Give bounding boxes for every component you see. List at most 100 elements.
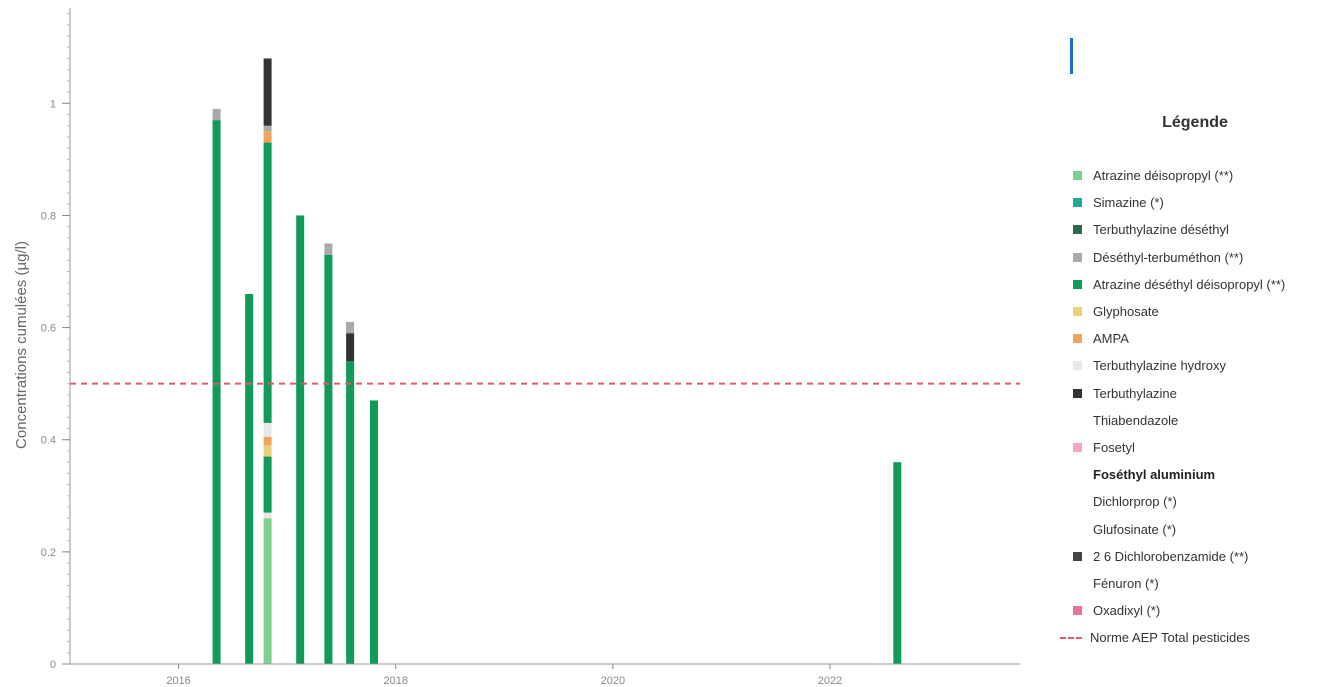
legend-swatch	[1073, 198, 1082, 208]
bar-segment[interactable]	[370, 400, 378, 664]
legend-item[interactable]: Foséthyl aluminium	[1060, 461, 1285, 488]
bar-segment[interactable]	[263, 142, 272, 423]
bar-segment[interactable]	[263, 58, 272, 126]
bar-segment[interactable]	[346, 361, 355, 664]
x-tick-label: 2018	[383, 675, 407, 687]
bar-segment[interactable]	[324, 254, 333, 664]
legend-swatch	[1073, 442, 1082, 452]
legend-swatch	[1073, 497, 1082, 506]
y-ticks: 0 0.2 0.4 0.6 0.8 1	[41, 98, 70, 671]
legend-swatch	[1073, 388, 1082, 398]
legend-item[interactable]: Atrazine déisopropyl (**)	[1060, 162, 1285, 189]
bar-segment[interactable]	[245, 293, 254, 664]
x-ticks: 2016 2018 2020 2022	[166, 664, 842, 687]
legend-swatch	[1073, 416, 1082, 425]
bar-segment[interactable]	[263, 512, 272, 519]
bar[interactable]	[893, 462, 902, 664]
legend-label: Simazine (*)	[1093, 195, 1164, 211]
x-tick-label: 2022	[818, 675, 842, 687]
legend-label: Dichlorprop (*)	[1093, 494, 1177, 510]
legend-swatch	[1073, 606, 1082, 616]
bar[interactable]	[324, 243, 333, 664]
bar-segment[interactable]	[263, 518, 272, 664]
legend-list: Atrazine déisopropyl (**) Simazine (*) Ter…	[1060, 162, 1285, 651]
legend-title: Légende	[1162, 114, 1228, 131]
bar-segment[interactable]	[296, 215, 305, 664]
legend-item[interactable]: Fosetyl	[1060, 434, 1285, 461]
bar[interactable]	[263, 58, 272, 664]
y-tick-label: 1	[50, 98, 56, 110]
bar-segment[interactable]	[263, 445, 272, 457]
bar[interactable]	[296, 215, 305, 664]
bar-segment[interactable]	[263, 125, 272, 132]
y-tick-label: 0.6	[41, 323, 56, 335]
legend-swatch	[1073, 252, 1082, 262]
y-axis-title: Concentrations cumulées (µg/l)	[13, 241, 30, 449]
legend-label: Fosetyl	[1093, 439, 1135, 455]
legend-item[interactable]: Oxadixyl (*)	[1060, 597, 1285, 624]
legend-item[interactable]: Glyphosate	[1060, 298, 1285, 325]
legend-item[interactable]: 2 6 Dichlorobenzamide (**)	[1060, 543, 1285, 570]
legend-label: Terbuthylazine hydroxy	[1093, 358, 1226, 374]
bar[interactable]	[370, 400, 378, 664]
legend-label: Foséthyl aluminium	[1093, 467, 1216, 483]
bar-segment[interactable]	[212, 108, 221, 121]
legend-item[interactable]: Simazine (*)	[1060, 189, 1285, 216]
legend-swatch	[1073, 525, 1082, 534]
legend-item[interactable]: Terbuthylazine déséthyl	[1060, 216, 1285, 243]
bar[interactable]	[346, 321, 355, 664]
y-tick-label: 0	[50, 659, 56, 671]
legend-label: Terbuthylazine déséthyl	[1093, 222, 1229, 238]
legend-label: Atrazine déisopropyl (**)	[1093, 168, 1234, 184]
y-tick-label: 0.4	[41, 435, 56, 447]
legend-label: Oxadixyl (*)	[1093, 603, 1161, 619]
legend-swatch	[1073, 579, 1082, 588]
legend-item[interactable]: Thiabendazole	[1060, 407, 1285, 434]
bar-segment[interactable]	[263, 422, 272, 437]
legend-label: Atrazine déséthyl déisopropyl (**)	[1093, 276, 1286, 292]
legend-swatch	[1073, 334, 1082, 344]
legend-item[interactable]: AMPA	[1060, 325, 1285, 352]
legend-item[interactable]: Déséthyl-terbuméthon (**)	[1060, 244, 1285, 271]
legend-accent-bar	[1070, 38, 1073, 74]
bar-segment[interactable]	[263, 456, 272, 513]
legend-item-threshold[interactable]: Norme AEP Total pesticides	[1060, 624, 1285, 651]
bars-layer	[212, 58, 902, 665]
legend-swatch	[1073, 551, 1082, 561]
legend-swatch	[1073, 171, 1082, 181]
bar-segment[interactable]	[263, 131, 272, 143]
y-tick-label: 0.8	[41, 210, 56, 222]
legend-label: Thiabendazole	[1093, 412, 1179, 428]
bar-segment[interactable]	[346, 321, 355, 334]
legend-item[interactable]: Glufosinate (*)	[1060, 515, 1285, 542]
legend-label: Glyphosate	[1093, 304, 1159, 320]
legend-swatch	[1073, 361, 1082, 371]
legend-item[interactable]: Terbuthylazine	[1060, 380, 1285, 407]
legend: Légende Atrazine déisopropyl (**) Simazin…	[1060, 30, 1330, 660]
legend-label: Fénuron (*)	[1093, 575, 1159, 591]
bar-segment[interactable]	[263, 436, 272, 446]
legend-swatch	[1073, 225, 1082, 235]
legend-swatch	[1073, 279, 1082, 289]
legend-label: Déséthyl-terbuméthon (**)	[1093, 249, 1244, 265]
bar-segment[interactable]	[893, 462, 902, 664]
legend-label: AMPA	[1093, 331, 1129, 347]
x-tick-label: 2020	[601, 675, 625, 687]
bar-segment[interactable]	[346, 333, 355, 362]
legend-item[interactable]: Fénuron (*)	[1060, 570, 1285, 597]
legend-swatch	[1073, 307, 1082, 317]
bar-segment[interactable]	[324, 243, 333, 255]
bar[interactable]	[245, 293, 254, 664]
legend-item[interactable]: Atrazine déséthyl déisopropyl (**)	[1060, 271, 1285, 298]
bar-segment[interactable]	[212, 120, 221, 665]
bar[interactable]	[212, 108, 221, 665]
legend-label: 2 6 Dichlorobenzamide (**)	[1093, 548, 1249, 564]
legend-item[interactable]: Terbuthylazine hydroxy	[1060, 352, 1285, 379]
x-tick-label: 2016	[166, 675, 190, 687]
legend-label: Terbuthylazine	[1093, 385, 1177, 401]
legend-item[interactable]: Dichlorprop (*)	[1060, 488, 1285, 515]
legend-swatch	[1073, 470, 1082, 479]
legend-swatch-dashed-line	[1060, 636, 1082, 639]
y-tick-label: 0.2	[41, 547, 56, 559]
